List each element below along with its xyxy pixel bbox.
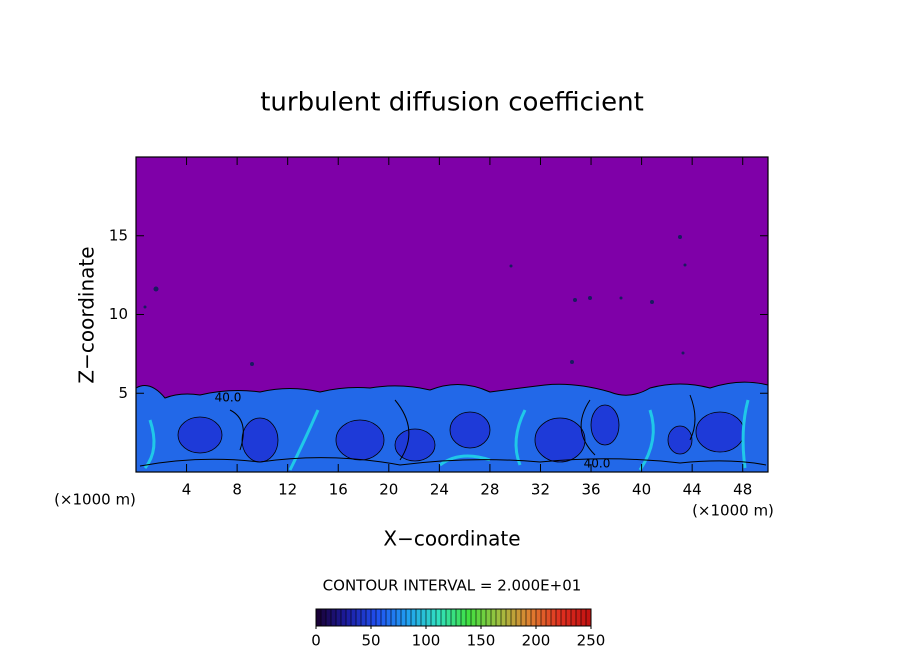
x-tick-label: 20 (379, 481, 398, 499)
contour-lines (139, 394, 767, 467)
x-tick-label: 12 (278, 481, 297, 499)
colorbar-cell (406, 609, 412, 626)
colorbar-cell (551, 609, 557, 626)
colorbar-cell (531, 609, 537, 626)
colorbar-cell (556, 609, 562, 626)
colorbar-cell (476, 609, 482, 626)
colorbar-frame (315, 608, 592, 627)
contour-label: 40.0 (584, 457, 611, 471)
colorbar-cell (351, 609, 357, 626)
colorbar-cell (411, 609, 417, 626)
colorbar-cell (461, 609, 467, 626)
y-axis-label: Z−coordinate (75, 246, 99, 383)
colorbar-cell (516, 609, 522, 626)
field-specks (143, 235, 687, 366)
colorbar-cell (341, 609, 347, 626)
colorbar-cell (321, 609, 327, 626)
y-tick-label: 10 (109, 305, 128, 323)
colorbar-cell (561, 609, 567, 626)
colorbar-cell (511, 609, 517, 626)
x-axis-label: X−coordinate (383, 527, 520, 551)
contour-label: 40.0 (215, 391, 242, 405)
colorbar-cell (576, 609, 582, 626)
colorbar-tick-label: 0 (311, 632, 321, 650)
colorbar-cell (376, 609, 382, 626)
contour-interval: CONTOUR INTERVAL = 2.000E+01 (323, 577, 582, 595)
colorbar-cell (566, 609, 572, 626)
colorbar-cell (446, 609, 452, 626)
colorbar-cell (506, 609, 512, 626)
colorbar-cell (546, 609, 552, 626)
colorbar-cell (331, 609, 337, 626)
x-unit-label: (×1000 m) (692, 502, 774, 520)
colorbar-cell (396, 609, 402, 626)
colorbar-cell (471, 609, 477, 626)
colorbar-cell (521, 609, 527, 626)
colorbar-cell (431, 609, 437, 626)
colorbar-cell (361, 609, 367, 626)
colorbar-cell (496, 609, 502, 626)
colorbar-cell (581, 609, 587, 626)
colorbar-cell (486, 609, 492, 626)
colorbar-cell (586, 609, 592, 626)
colorbar-cell (416, 609, 422, 626)
x-tick-label: 28 (480, 481, 499, 499)
colorbar-cell (456, 609, 462, 626)
colorbar-cell (316, 609, 322, 626)
colorbar-cell (466, 609, 472, 626)
x-unit-label: (×1000 m) (54, 491, 136, 509)
colorbar-cell (391, 609, 397, 626)
colorbar-cell (386, 609, 392, 626)
colorbar-tick-label: 50 (361, 632, 380, 650)
x-tick-label: 16 (329, 481, 348, 499)
colorbar-cell (451, 609, 457, 626)
y-tick-label: 5 (118, 384, 128, 402)
x-tick-label: 4 (182, 481, 192, 499)
colorbar-cell (356, 609, 362, 626)
x-tick-label: 8 (232, 481, 242, 499)
colorbar-cell (381, 609, 387, 626)
colorbar-cell (426, 609, 432, 626)
colorbar-tick-label: 250 (577, 632, 606, 650)
y-tick-label: 15 (109, 226, 128, 244)
colorbar-cell (371, 609, 377, 626)
field (135, 157, 769, 473)
colorbar-cell (421, 609, 427, 626)
colorbar-cell (536, 609, 542, 626)
x-tick-label: 44 (683, 481, 702, 499)
colorbar-cell (541, 609, 547, 626)
colorbar-cell (501, 609, 507, 626)
colorbar-cell (491, 609, 497, 626)
colorbar-cell (571, 609, 577, 626)
colorbar-tick-label: 200 (522, 632, 551, 650)
colorbar-cell (526, 609, 532, 626)
colorbar-cell (436, 609, 442, 626)
colorbar-cell (346, 609, 352, 626)
x-tick-label: 32 (531, 481, 550, 499)
colorbar-cell (481, 609, 487, 626)
x-tick-label: 24 (430, 481, 449, 499)
colorbar-cell (326, 609, 332, 626)
colorbar-tick-label: 150 (467, 632, 496, 650)
colorbar-cell (401, 609, 407, 626)
x-tick-label: 36 (581, 481, 600, 499)
chart-title: turbulent diffusion coefficient (260, 88, 644, 118)
colorbar-tick-label: 100 (412, 632, 441, 650)
field-blobs (177, 404, 745, 463)
x-tick-label: 40 (632, 481, 651, 499)
colorbar-cell (441, 609, 447, 626)
x-tick-label: 48 (733, 481, 752, 499)
colorbar-cell (336, 609, 342, 626)
colorbar-cell (366, 609, 372, 626)
